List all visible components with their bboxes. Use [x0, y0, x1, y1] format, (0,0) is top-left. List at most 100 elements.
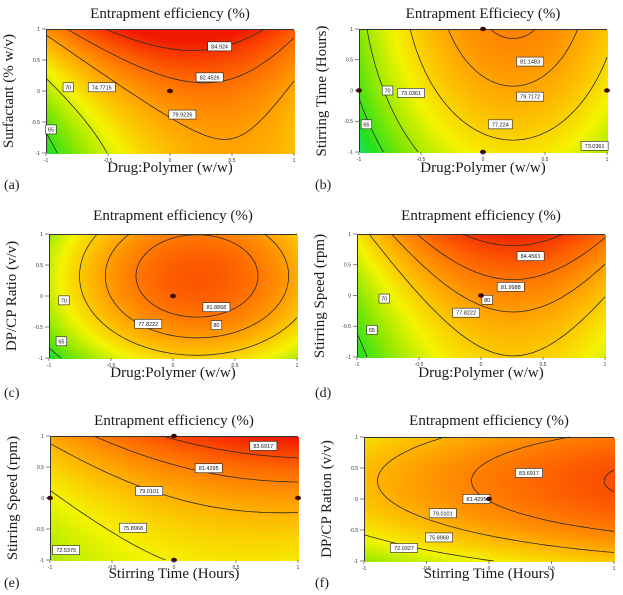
contour-line — [93, 435, 298, 483]
contour-label: 65 — [55, 336, 68, 347]
x-tick-label: -1 — [362, 566, 367, 572]
x-tick-label: 1 — [613, 566, 616, 572]
contour-label: 79.0101 — [428, 508, 457, 519]
panel-title: Entrapment efficiency (%) — [90, 6, 250, 22]
y-tick-label: 0.5 — [37, 465, 44, 471]
contour-label-text: 77.224 — [492, 122, 509, 128]
contour-label-text: 75.8968 — [429, 535, 449, 541]
contour-label: 70 — [58, 295, 70, 306]
contour-line — [471, 436, 615, 532]
contour-overlay: 65 70 77.8222 80 81.8868 -1 -0.5 0 0.5 1 -1 -0.5 0 0.… — [34, 232, 299, 369]
contour-label: 72.5375 — [52, 545, 80, 555]
plot-area: 72.0327 75.8968 79.0101 81.4295 83.6917 -1 -0.… — [349, 435, 615, 572]
y-tick-label: -1 — [349, 150, 354, 156]
contour-label-text: 70 — [381, 297, 387, 303]
contour-label-text: 80 — [213, 323, 219, 329]
contour-line — [416, 233, 606, 280]
contour-label-text: 81.4295 — [199, 466, 219, 472]
contour-label-box — [134, 319, 163, 329]
x-axis-label: Drug:Polymer (w/w) — [418, 365, 544, 381]
contour-label-text: 70 — [384, 89, 390, 95]
x-tick-label: 0 — [482, 157, 485, 163]
contour-label: 65 — [360, 119, 373, 130]
design-point — [167, 88, 173, 94]
contour-label: 79.9226 — [168, 109, 197, 120]
design-point — [478, 293, 484, 298]
contour-label-text: 81.9988 — [501, 285, 521, 291]
plot-area: 65 70 74.7715 79.9226 82.4526 84.924 -1 -0.5 0 0.… — [31, 27, 295, 164]
contour-line — [45, 132, 58, 154]
contour-label-text: 81.1483 — [520, 60, 540, 66]
y-tick-label: 0.5 — [351, 466, 358, 472]
contour-overlay: 65 70 73.0361 77.224 79.7172 81.1483 73.0361 -1… — [344, 26, 610, 163]
panel-tag: (a) — [4, 178, 20, 193]
contour-label: 81.8868 — [202, 302, 231, 312]
y-tick-label: -0.5 — [349, 528, 358, 534]
contour-label: 77.8222 — [134, 319, 163, 329]
contour-label-box — [58, 295, 70, 306]
y-tick-label: 1 — [348, 232, 351, 238]
contour-label: 84.924 — [207, 41, 232, 52]
contour-label-box — [210, 320, 223, 330]
panel-tag: (b) — [315, 178, 332, 193]
contour-label-box — [425, 532, 453, 543]
y-tick-label: -0.5 — [342, 324, 351, 330]
contour-label: 81.9988 — [496, 282, 525, 292]
contour-label-box — [481, 295, 493, 305]
contour-label: 84.4561 — [516, 251, 545, 261]
x-tick-label: -1 — [357, 157, 362, 163]
y-tick-label: 0 — [40, 294, 43, 300]
contour-label-box — [516, 56, 544, 67]
x-tick-label: 0.5 — [229, 158, 236, 164]
contour-label-box — [516, 251, 545, 261]
contour-label-box — [397, 88, 425, 98]
x-axis-label: Stirring Time (Hours) — [108, 566, 240, 582]
x-tick-label: 0.5 — [548, 566, 555, 572]
plot-area: 72.5375 75.8968 79.0101 81.4295 83.6917 -1 -0.… — [35, 433, 301, 571]
contour-label: 79.7172 — [516, 91, 544, 102]
y-tick-label: 0 — [41, 496, 44, 502]
contour-label-text: 65 — [369, 328, 375, 334]
contour-line — [49, 490, 166, 561]
y-tick-label: -1 — [39, 356, 44, 362]
contour-line — [447, 28, 578, 87]
design-point — [604, 88, 610, 93]
y-tick-label: 1 — [37, 27, 40, 33]
panel-tag: (f) — [315, 576, 329, 591]
x-tick-label: -0.5 — [417, 157, 426, 163]
contour-label-box — [390, 543, 418, 553]
y-axis-label: DP/CP Ratio (v/v) — [4, 240, 20, 352]
contour-label-box — [55, 336, 68, 347]
panel-title: Entrapment efficiency (%) — [409, 413, 569, 429]
contour-label-text: 80 — [484, 298, 490, 304]
contour-overlay: 72.5375 75.8968 79.0101 81.4295 83.6917 -1 -0.… — [35, 433, 301, 571]
x-tick-label: -0.5 — [108, 565, 117, 571]
x-tick-label: 0 — [173, 565, 176, 571]
design-point — [171, 433, 177, 439]
contour-line — [391, 233, 606, 313]
contour-label-box — [488, 119, 513, 130]
contour-line — [45, 34, 295, 140]
design-point — [480, 26, 486, 32]
contour-line — [462, 233, 564, 246]
contour-overlay: 72.0327 75.8968 79.0101 81.4295 83.6917 -1 -0.… — [349, 435, 616, 572]
contour-label: 72.0327 — [390, 543, 418, 553]
y-tick-label: -0.5 — [344, 119, 353, 125]
panel-tag: (e) — [4, 576, 20, 591]
contour-line — [79, 233, 298, 356]
contour-label: 77.224 — [488, 119, 513, 130]
y-axis-label: DP/CP Ration (v/v) — [319, 440, 335, 558]
contour-line — [135, 234, 259, 318]
response-surface-heatmap — [51, 437, 299, 561]
contour-label: 81.4295 — [462, 494, 491, 504]
plot-area: 65 70 77.8222 80 81.9988 84.4561 -1 -0.5 0 0.5 1 -1… — [342, 232, 606, 368]
contour-label-text: 65 — [48, 127, 54, 133]
contour-label-text: 70 — [65, 85, 71, 91]
contour-label: 80 — [481, 295, 493, 305]
contour-label-text: 74.7715 — [92, 85, 112, 91]
x-axis-label: Drug:Polymer (w/w) — [110, 365, 236, 381]
x-tick-label: 1 — [296, 363, 299, 369]
contour-line — [45, 78, 108, 154]
y-tick-label: 0 — [355, 497, 358, 503]
plot-area: 65 70 73.0361 77.224 79.7172 81.1483 73.0361 -1… — [344, 26, 610, 163]
